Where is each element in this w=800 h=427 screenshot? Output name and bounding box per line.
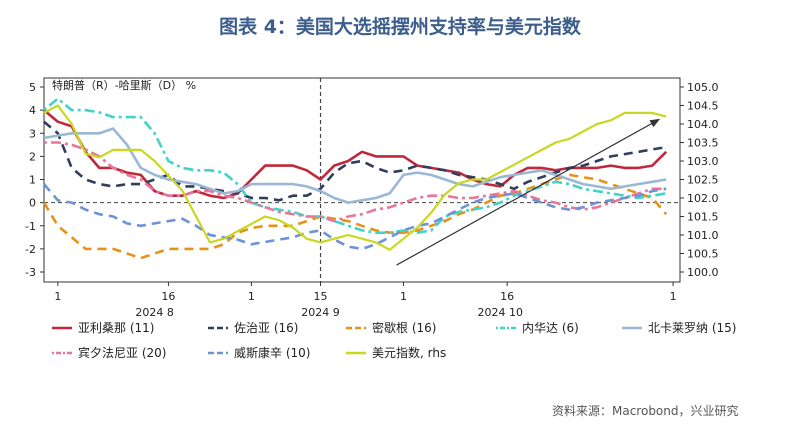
y-right-tick-label: 102.5 xyxy=(687,174,719,187)
x-tick-label: 1 xyxy=(400,290,407,303)
y-right-tick-label: 104.5 xyxy=(687,100,719,113)
y-right-tick-label: 102.0 xyxy=(687,192,719,205)
series-line xyxy=(43,127,667,204)
y-right-tick-label: 105.0 xyxy=(687,81,719,94)
series-line xyxy=(43,120,667,202)
x-group-label: 2024 10 xyxy=(478,306,524,319)
y-right-tick-label: 100.0 xyxy=(687,266,719,279)
plot-frame xyxy=(43,77,681,283)
legend-label: 佐治亚 (16) xyxy=(234,321,298,335)
y-left-tick-label: 3 xyxy=(29,127,36,140)
x-group-label: 2024 8 xyxy=(135,306,174,319)
x-tick-label: 1 xyxy=(670,290,677,303)
legend-label: 亚利桑那 (11) xyxy=(78,321,154,335)
page-title: 图表 4：美国大选摇摆州支持率与美元指数 xyxy=(219,16,581,38)
legend-label: 威斯康辛 (10) xyxy=(234,345,310,360)
series-line xyxy=(44,141,667,223)
x-tick-label: 16 xyxy=(500,290,514,303)
y-left-tick-label: 1 xyxy=(29,174,36,187)
series-line xyxy=(43,97,667,234)
x-tick-label: 16 xyxy=(161,290,175,303)
x-tick-label: 15 xyxy=(314,290,328,303)
legend-label: 美元指数, rhs xyxy=(372,345,446,360)
legend-label: 宾夕法尼亚 (20) xyxy=(78,345,166,360)
y-left-tick-label: 0 xyxy=(29,197,36,210)
y-left-tick-label: -2 xyxy=(25,243,36,256)
y-left-tick-label: -1 xyxy=(25,220,36,233)
legend-label: 密歇根 (16) xyxy=(372,320,436,335)
series-line xyxy=(43,104,667,251)
y-right-tick-label: 100.5 xyxy=(687,248,719,261)
y-left-tick-label: -3 xyxy=(25,266,36,279)
y-right-tick-label: 103.5 xyxy=(687,137,719,150)
y-left-tick-label: 5 xyxy=(29,81,36,94)
y-right-tick-label: 104.0 xyxy=(687,118,719,131)
y-left-unit-label: 特朗普（R）-哈里斯（D） % xyxy=(52,78,196,92)
x-group-label: 2024 9 xyxy=(301,306,340,319)
x-tick-label: 1 xyxy=(248,290,255,303)
trend-arrow xyxy=(396,118,661,266)
y-right-tick-label: 101.0 xyxy=(687,229,719,242)
legend-label: 内华达 (6) xyxy=(522,321,579,335)
y-right-tick-label: 101.5 xyxy=(687,211,719,224)
y-left-tick-label: 2 xyxy=(29,150,36,163)
series-line xyxy=(43,183,667,251)
y-left-tick-label: 4 xyxy=(29,104,36,117)
x-tick-label: 1 xyxy=(54,290,61,303)
legend-label: 北卡莱罗纳 (15) xyxy=(648,321,736,335)
source-note: 资料来源：Macrobond，兴业研究 xyxy=(552,404,739,418)
y-right-tick-label: 103.0 xyxy=(687,155,719,168)
